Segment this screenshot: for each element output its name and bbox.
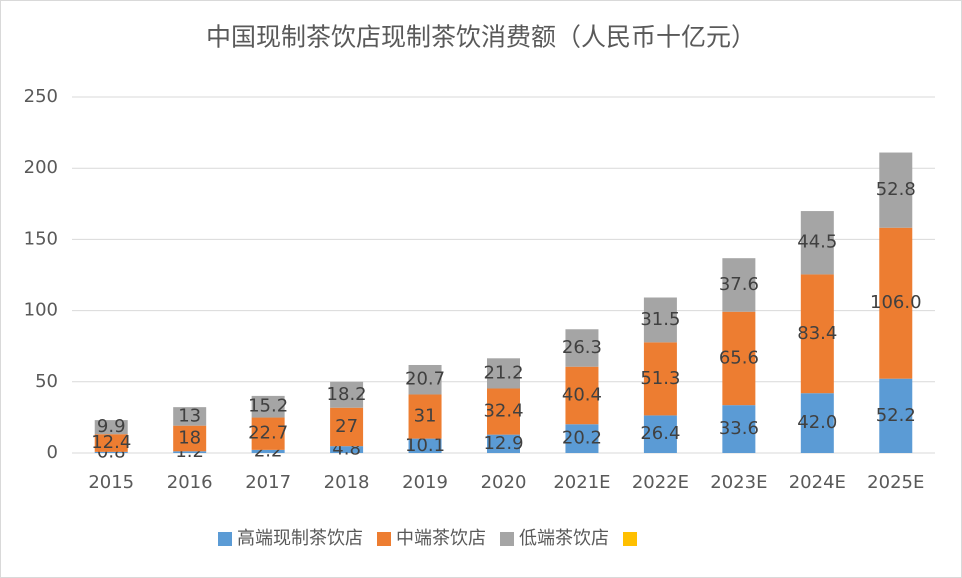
x-tick-label: 2025E [867,472,924,493]
legend-swatch [218,532,232,546]
data-label: 22.7 [248,423,288,444]
data-label: 32.4 [483,401,523,422]
x-tick-label: 2022E [632,472,689,493]
x-tick-label: 2020 [481,472,527,493]
bar-segment [487,358,520,389]
data-label: 15.2 [248,396,288,417]
y-tick-label: 0 [47,442,58,463]
bar-segment [330,446,364,453]
bar-segment [565,329,599,367]
bar-segment [173,425,207,452]
bar-segment [565,424,599,453]
bar-segment [800,393,834,453]
data-label: 37.6 [719,274,759,295]
bar-segment [879,378,913,453]
bar-segment [879,227,913,379]
data-label: 20.7 [405,369,445,390]
data-label: 18.2 [327,384,367,405]
bar-segment [408,364,442,395]
bar-segment [800,274,834,394]
bar-segment [94,434,128,452]
y-tick-label: 100 [24,300,58,321]
bar-segment [251,449,285,453]
data-label: 83.4 [797,323,837,344]
bar-segment [251,417,285,450]
data-label: 27 [335,416,358,437]
legend-swatch [377,532,391,546]
bar-segment [173,451,207,453]
x-tick-label: 2017 [245,472,291,493]
data-label: 52.2 [876,405,916,426]
legend-label: 高端现制茶饮店 [237,528,363,549]
bar-segment [94,420,128,435]
bar-segment [643,342,677,416]
x-tick-label: 2016 [167,472,213,493]
data-label: 40.4 [562,384,602,405]
data-label: 21.2 [483,362,523,383]
bar-segment [173,407,207,426]
legend-swatch [623,532,637,546]
legend-swatch [500,532,514,546]
data-label: 106.0 [870,292,922,313]
x-tick-label: 2023E [710,472,767,493]
data-label: 44.5 [797,232,837,253]
data-label: 42.0 [797,412,837,433]
data-label: 31 [414,406,437,427]
bar-segment [408,394,442,439]
y-tick-label: 200 [24,157,58,178]
y-tick-label: 250 [24,86,58,107]
data-label: 10.1 [405,435,445,456]
bar-segment [94,451,128,453]
chart-title: 中国现制茶饮店现制茶饮消费额（人民币十亿元） [206,23,756,52]
bar-segment [643,415,677,453]
legend-label: 低端茶饮店 [519,528,609,549]
x-tick-label: 2024E [789,472,846,493]
data-label: 9.9 [97,416,126,437]
legend-label: 中端茶饮店 [396,528,486,549]
data-label: 13 [178,405,201,426]
data-label: 12.4 [91,432,131,453]
bar-segment [330,381,364,408]
y-tick-label: 50 [35,371,58,392]
data-label: 33.6 [719,418,759,439]
bar-segment [800,211,834,275]
bar-segment [330,407,364,447]
data-label: 20.2 [562,428,602,449]
bar-segment [722,311,756,406]
x-tick-label: 2018 [324,472,370,493]
data-label: 12.9 [483,433,523,454]
bar-segment [722,258,756,312]
y-tick-label: 150 [24,228,58,249]
data-label: 52.8 [876,179,916,200]
x-tick-label: 2021E [553,472,610,493]
bar-segment [408,438,442,453]
bar-segment [487,388,520,435]
data-label: 31.5 [640,309,680,330]
bar-segment [643,297,677,343]
data-label: 26.4 [640,423,680,444]
bar-segment [879,152,913,228]
data-label: 65.6 [719,347,759,368]
data-label: 26.3 [562,337,602,358]
x-tick-label: 2019 [402,472,448,493]
data-label: 18 [178,427,201,448]
bar-segment [565,366,599,425]
bar-segment [251,395,285,418]
x-tick-label: 2015 [88,472,134,493]
data-label: 51.3 [640,368,680,389]
bar-segment [722,405,756,453]
bar-segment [487,434,520,453]
